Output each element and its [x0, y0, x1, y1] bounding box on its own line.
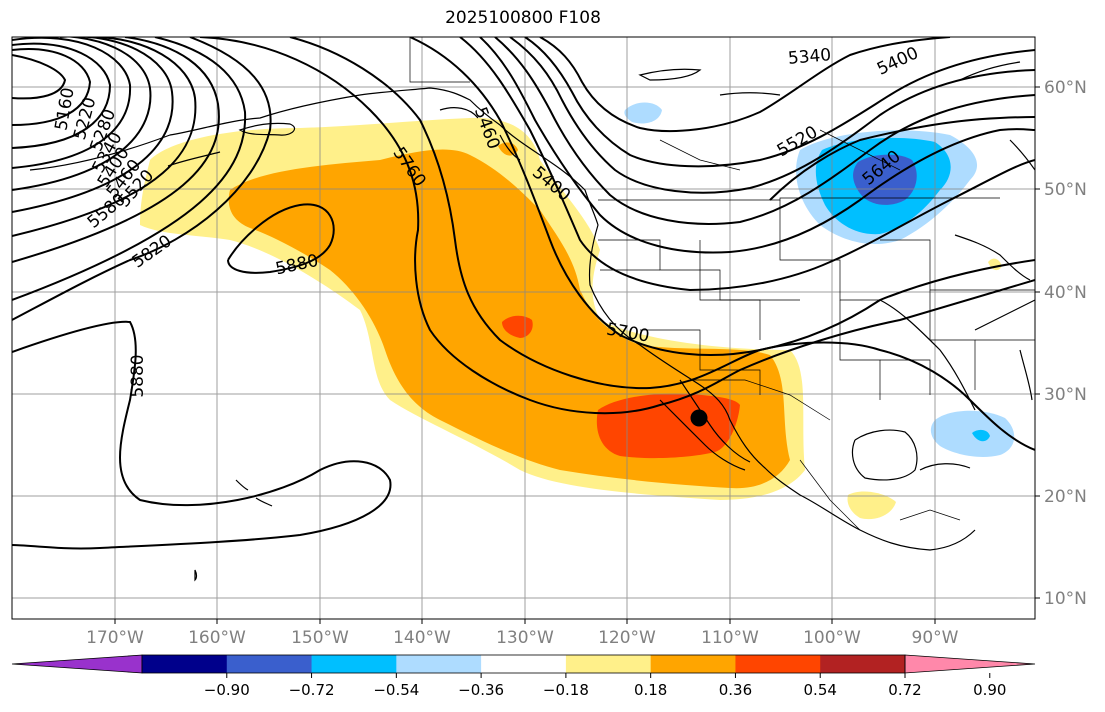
lon-label: 170°W	[86, 628, 144, 648]
lon-label: 110°W	[701, 628, 759, 648]
contour-5580-e	[479, 37, 1035, 254]
colorbar-segment	[650, 655, 736, 673]
colorbar-extend-min	[11, 654, 143, 674]
colorbar-tick-label: −0.36	[458, 681, 504, 699]
contour-label: 5880	[128, 354, 148, 397]
colorbar-segment	[226, 655, 313, 673]
contour-label: 5340	[787, 45, 832, 69]
contour-5340-w	[12, 37, 152, 191]
contour-5460	[509, 37, 1035, 194]
contour-5280	[12, 37, 132, 169]
colorbar-segment	[396, 655, 482, 673]
lat-label: 50°N	[1044, 180, 1087, 200]
contour-5460-w	[12, 37, 197, 237]
colorbar-segment	[311, 655, 397, 673]
storm-center-marker	[690, 409, 708, 427]
anomaly-weak-negative-area-canada	[624, 102, 662, 124]
contour-5340	[539, 37, 951, 132]
colorbar-segment	[735, 655, 821, 673]
lat-label: 10°N	[1044, 589, 1087, 609]
contour-5880-w	[12, 320, 392, 550]
colorbar: −0.90 −0.72 −0.54 −0.36 −0.18 0.18 0.36 0.54 0.7…	[11, 654, 1036, 699]
map-frame	[11, 36, 1036, 620]
lon-label: 140°W	[393, 628, 451, 648]
colorbar-tick-label: 0.90	[973, 681, 1006, 699]
coastlines	[29, 61, 1035, 582]
colorbar-tick-label: 0.72	[888, 681, 921, 699]
lon-label: 160°W	[188, 628, 246, 648]
anomaly-positive-fill	[140, 117, 1002, 520]
contour-5220	[12, 42, 112, 149]
colorbar-tick-label: 0.36	[719, 681, 752, 699]
lat-label: 20°N	[1044, 487, 1087, 507]
colorbar-tick-label: −0.72	[289, 681, 335, 699]
contour-5880-main	[227, 203, 335, 274]
contour-5640-ne	[769, 116, 1035, 201]
contour-low-center	[12, 54, 67, 100]
colorbar-extend-max	[904, 654, 1036, 674]
lat-label: 30°N	[1044, 385, 1087, 405]
anomaly-weak-positive-area-gulf	[847, 491, 896, 520]
contour-5820-w	[12, 37, 272, 321]
colorbar-segment	[565, 655, 652, 673]
anomaly-mid-negative-area-gulf	[972, 429, 990, 442]
map-title: 2025100800 F108	[445, 8, 601, 28]
colorbar-segment	[481, 655, 567, 673]
lon-label: 150°W	[291, 628, 349, 648]
lon-label: 120°W	[598, 628, 656, 648]
contour-5820	[289, 37, 1035, 451]
height-contours	[12, 37, 1035, 550]
latitude-labels: 60°N 50°N 40°N 30°N 20°N 10°N	[1044, 78, 1087, 609]
contour-5400-w	[12, 37, 174, 213]
axis-ticks	[114, 86, 1040, 624]
colorbar-segment	[142, 655, 228, 673]
lon-label: 90°W	[912, 628, 959, 648]
longitude-labels: 170°W 160°W 150°W 140°W 130°W 120°W 110°…	[86, 628, 959, 648]
contour-5580	[12, 37, 247, 301]
contour-5520-w	[12, 37, 220, 263]
colorbar-tick-label: −0.90	[204, 681, 250, 699]
lon-label: 130°W	[496, 628, 554, 648]
lat-label: 40°N	[1044, 283, 1087, 303]
contour-5400	[524, 37, 1035, 168]
contour-5760	[199, 37, 1035, 415]
lat-label: 60°N	[1044, 78, 1087, 98]
colorbar-tick-label: 0.54	[804, 681, 837, 699]
colorbar-tick-label: −0.18	[543, 681, 589, 699]
contour-5700	[409, 37, 1035, 356]
lon-label: 100°W	[803, 628, 861, 648]
colorbar-frame	[141, 654, 906, 674]
colorbar-tick-label: 0.18	[634, 681, 667, 699]
colorbar-segment	[820, 655, 906, 673]
contour-5160	[12, 48, 92, 126]
anomaly-strong-positive-area	[596, 393, 740, 459]
contour-5640	[459, 37, 1035, 292]
political-borders	[409, 37, 1035, 531]
colorbar-tick-label: −0.54	[373, 681, 419, 699]
